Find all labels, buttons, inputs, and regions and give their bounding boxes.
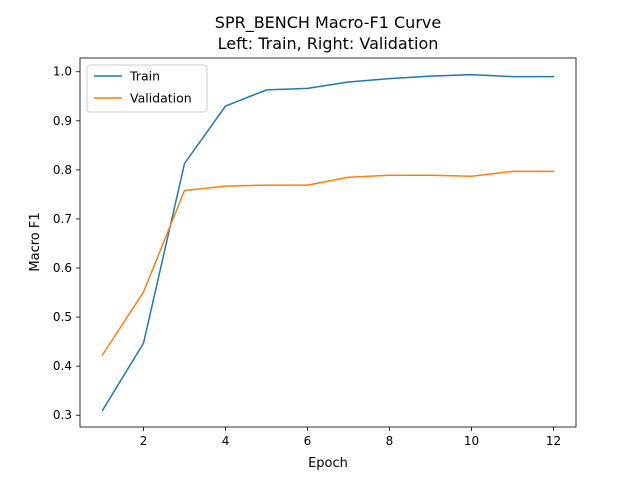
x-axis-label: Epoch [308,456,348,471]
y-tick-label: 0.5 [53,310,72,324]
series-layer [101,73,555,412]
y-tick-label: 0.9 [53,114,72,128]
x-tick-label: 12 [546,434,561,448]
y-tick-label: 0.7 [53,212,72,226]
x-tick-label: 8 [386,434,394,448]
y-tick-label: 0.8 [53,163,72,177]
legend-label: Validation [130,91,192,106]
chart-title: SPR_BENCH Macro-F1 Curve [215,13,441,33]
chart-subtitle: Left: Train, Right: Validation [218,34,439,53]
x-tick-label: 2 [140,434,148,448]
x-tick-label: 4 [222,434,230,448]
axes-layer: 2 4 6 8 10 12 0.3 0.4 0.5 0.6 0.7 0.8 0.9 1.0 [53,57,577,448]
series-line-1 [101,170,555,356]
y-tick-label: 1.0 [53,65,72,79]
series-line-0 [101,73,555,412]
y-tick-label: 0.4 [53,359,72,373]
x-tick-label: 10 [464,434,479,448]
plot-frame [79,57,577,428]
y-tick-label: 0.3 [53,408,72,422]
legend: Train Validation [86,64,208,113]
legend-label: Train [129,69,160,84]
x-tick-label: 6 [304,434,312,448]
y-tick-label: 0.6 [53,261,72,275]
y-axis-label: Macro F1 [28,212,43,271]
